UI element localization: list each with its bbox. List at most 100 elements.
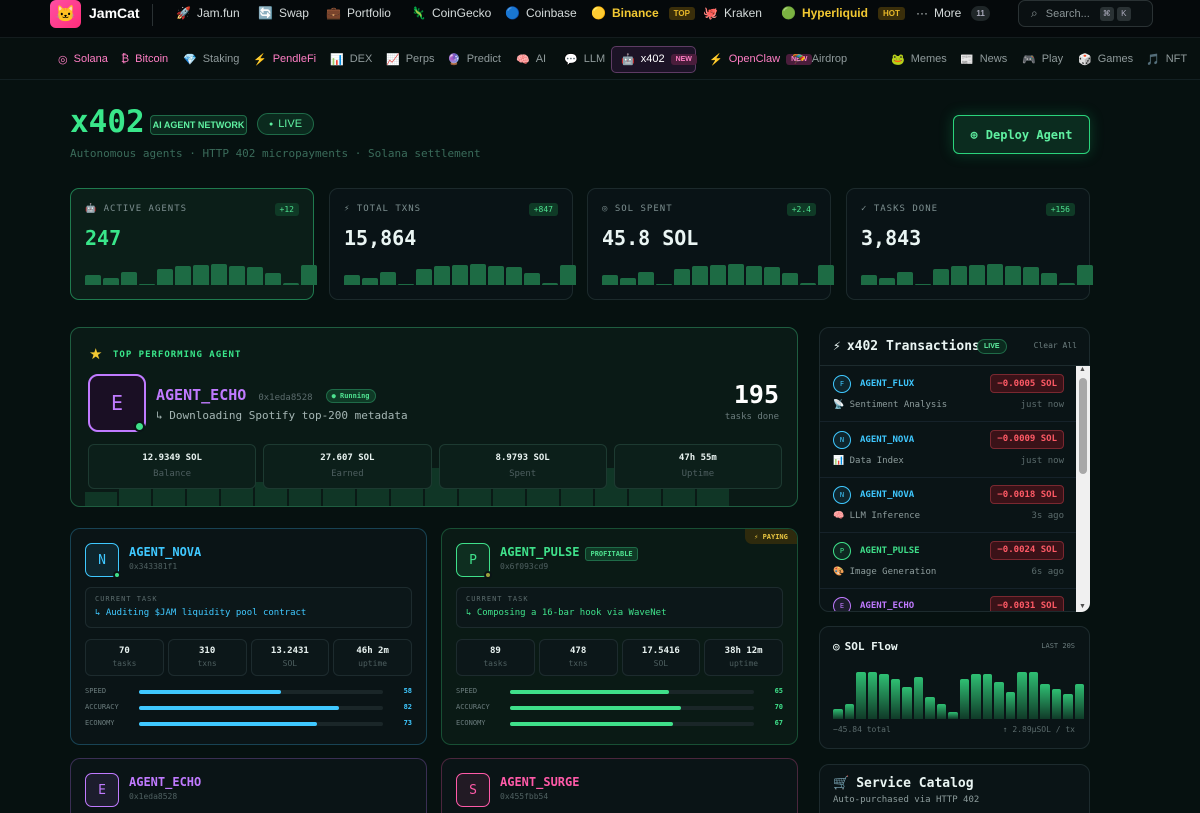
subnav-label: NFT [1165,53,1188,65]
stat-delta-badge: +847 [528,203,558,216]
topnav-label: CoinGecko [431,6,492,20]
nav-badge: TOP [668,6,695,20]
agent-name[interactable]: AGENT_NOVA [860,490,915,500]
cat-icon[interactable]: 🐱 [50,0,81,28]
amount-badge: −0.0005 SOL [990,374,1064,393]
agent-stat: 89 tasks [456,639,535,676]
stat-card-total-txns[interactable]: ⚡ TOTAL TXNS +847 15,864 [329,188,576,300]
subnav-item-perps[interactable]: 📈 Perps [386,38,434,80]
sparkline-bar [157,268,173,285]
amount-badge: −0.0018 SOL [990,485,1064,504]
topnav-item-swap[interactable]: 🔄 Swap [258,4,309,22]
deploy-agent-button[interactable]: ⊕ Deploy Agent [953,115,1090,154]
stat-label: SOL [653,659,669,668]
current-task-box: CURRENT TASK ↳ Auditing $JAM liquidity po… [85,587,412,628]
topnav-item-more[interactable]: ··· More 11 [916,4,990,22]
subnav-item-solana[interactable]: ◎ Solana [58,38,108,80]
subnav-item-news[interactable]: 📰 News [960,38,1007,80]
avatar: N [833,430,851,449]
subnav-icon: 🔮 [447,53,461,66]
subnav-item-nft[interactable]: 🎵 NFT [1146,38,1187,80]
transaction-row[interactable]: N AGENT_NOVA −0.0018 SOL 🧠 LLM Inference 3s … [820,477,1077,533]
stat-label: txns [568,659,588,668]
sparkline-bar [344,275,360,285]
agent-card-agent-nova[interactable]: N AGENT_NOVA 0x343381f1 CURRENT TASK ↳ Audit… [70,528,427,745]
subnav-item-staking[interactable]: 💎 Staking [183,38,239,80]
topnav-item-coinbase[interactable]: 🔵 Coinbase [505,4,577,22]
sparkline-bar [818,265,834,285]
agent-name[interactable]: AGENT_NOVA [129,545,201,559]
scroll-down-icon[interactable]: ▼ [1079,603,1086,610]
topnav-item-portfolio[interactable]: 💼 Portfolio [326,4,391,22]
stat-value: 17.5416 [641,646,680,656]
agent-card-agent-pulse[interactable]: P AGENT_PULSE PROFITABLE 0x6f093cd9 ⚡ PAYING… [441,528,798,745]
topnav-item-jam-fun[interactable]: 🚀 Jam.fun [176,4,240,22]
sparkline-bar [103,278,119,285]
transaction-row[interactable]: N AGENT_NOVA −0.0009 SOL 📊 Data Index just n… [820,422,1077,478]
transaction-row[interactable]: P AGENT_PULSE −0.0024 SOL 🎨 Image Generatio… [820,533,1077,589]
agent-name[interactable]: AGENT_NOVA [860,434,915,445]
stat-label: Uptime [681,469,715,479]
subnav-item-airdrop[interactable]: 🪂 Airdrop [792,38,847,80]
subnav-item-pendlefi[interactable]: ⚡ PendleFi [253,38,316,80]
agent-name[interactable]: AGENT_SURGE [500,775,579,789]
amount-badge: −0.0031 SOL [990,596,1064,611]
stat-card-tasks-done[interactable]: ✓ TASKS DONE +156 3,843 [846,188,1093,300]
bolt-icon: ⚡ [344,204,357,214]
topnav-item-coingecko[interactable]: 🦎 CoinGecko [411,4,491,22]
subnav-item-dex[interactable]: 📊 DEX [330,38,372,80]
agent-card-agent-surge[interactable]: S AGENT_SURGE 0x455fbb54 [441,758,798,813]
agent-name[interactable]: AGENT_ECHO [860,601,915,611]
avatar[interactable]: E [85,773,119,807]
app-name[interactable]: JamCat [89,5,140,21]
subnav-item-llm[interactable]: 💬 LLM [564,38,605,80]
flow-bar [890,679,900,719]
top-agent-panel[interactable]: ★ TOP PERFORMING AGENT E AGENT_ECHO 0x1e… [70,327,798,507]
stat-label-text: TASKS DONE [873,204,939,214]
tasks-done-count: 195 [733,380,779,409]
subnav-item-games[interactable]: 🎲 Games [1078,38,1133,80]
agent-name[interactable]: AGENT_ECHO [129,775,201,789]
subnav-item-openclaw[interactable]: ⚡ OpenClaw NEW [709,38,813,80]
subnav-item-bitcoin[interactable]: ₿ Bitcoin [121,38,168,80]
scroll-up-icon[interactable]: ▲ [1079,366,1086,373]
meter-value: 70 [774,703,783,711]
subnav-item-x402[interactable]: 🤖 x402 NEW [621,38,697,80]
transaction-row[interactable]: E AGENT_ECHO −0.0031 SOL [820,588,1077,611]
stat-card-sol-spent[interactable]: ◎ SOL SPENT +2.4 45.8 SOL [587,188,834,300]
subnav-item-ai[interactable]: 🧠 AI [516,38,546,80]
sol-icon: ◎ [602,204,615,214]
agent-card-agent-echo[interactable]: E AGENT_ECHO 0x1eda8528 [70,758,427,813]
clear-all-button[interactable]: Clear All [1033,341,1077,350]
subnav-item-memes[interactable]: 🐸 Memes [891,38,947,80]
current-task-box: CURRENT TASK ↳ Composing a 16-bar hook vi… [456,587,783,628]
status-dot-icon [134,421,145,432]
sparkline-bar [728,264,744,285]
amount-badge: −0.0024 SOL [990,540,1064,560]
topnav-label: Hyperliquid [801,6,868,20]
transaction-row[interactable]: F AGENT_FLUX −0.0005 SOL 📡 Sentiment Analys… [820,366,1077,422]
meter-track [139,722,383,726]
stat-card-active-agents[interactable]: 🤖 ACTIVE AGENTS +12 247 [70,188,317,300]
subnav-icon: 🤖 [621,53,635,66]
stat-label-text: ACTIVE AGENTS [103,204,188,214]
status-dot-icon [484,571,492,579]
agent-name[interactable]: AGENT_PULSE [860,545,920,556]
meter-fill [139,722,318,726]
search-input[interactable]: ⌕ Search... ⌘ K [1018,0,1153,27]
agent-name[interactable]: AGENT_FLUX [860,379,915,389]
subnav-item-predict[interactable]: 🔮 Predict [447,38,501,80]
subnav-item-play[interactable]: 🎮 Play [1022,38,1063,80]
new-badge: NEW [670,53,697,65]
status-dot-icon [113,571,121,579]
flow-bar [1051,689,1061,719]
scrollbar-thumb[interactable] [1079,378,1087,474]
agent-name[interactable]: AGENT_ECHO 0x1eda8528 ● Running [156,386,376,404]
agent-name[interactable]: AGENT_PULSE PROFITABLE [500,545,638,561]
topnav-item-binance[interactable]: 🟡 Binance TOP [591,4,695,22]
topnav-item-hyperliquid[interactable]: 🟢 Hyperliquid HOT [781,4,905,22]
top-agent-stat: 12.9349 SOL Balance [88,444,257,489]
scrollbar[interactable]: ▲ ▼ [1076,366,1090,612]
avatar[interactable]: S [456,773,490,807]
topnav-item-kraken[interactable]: 🐙 Kraken [703,4,762,22]
